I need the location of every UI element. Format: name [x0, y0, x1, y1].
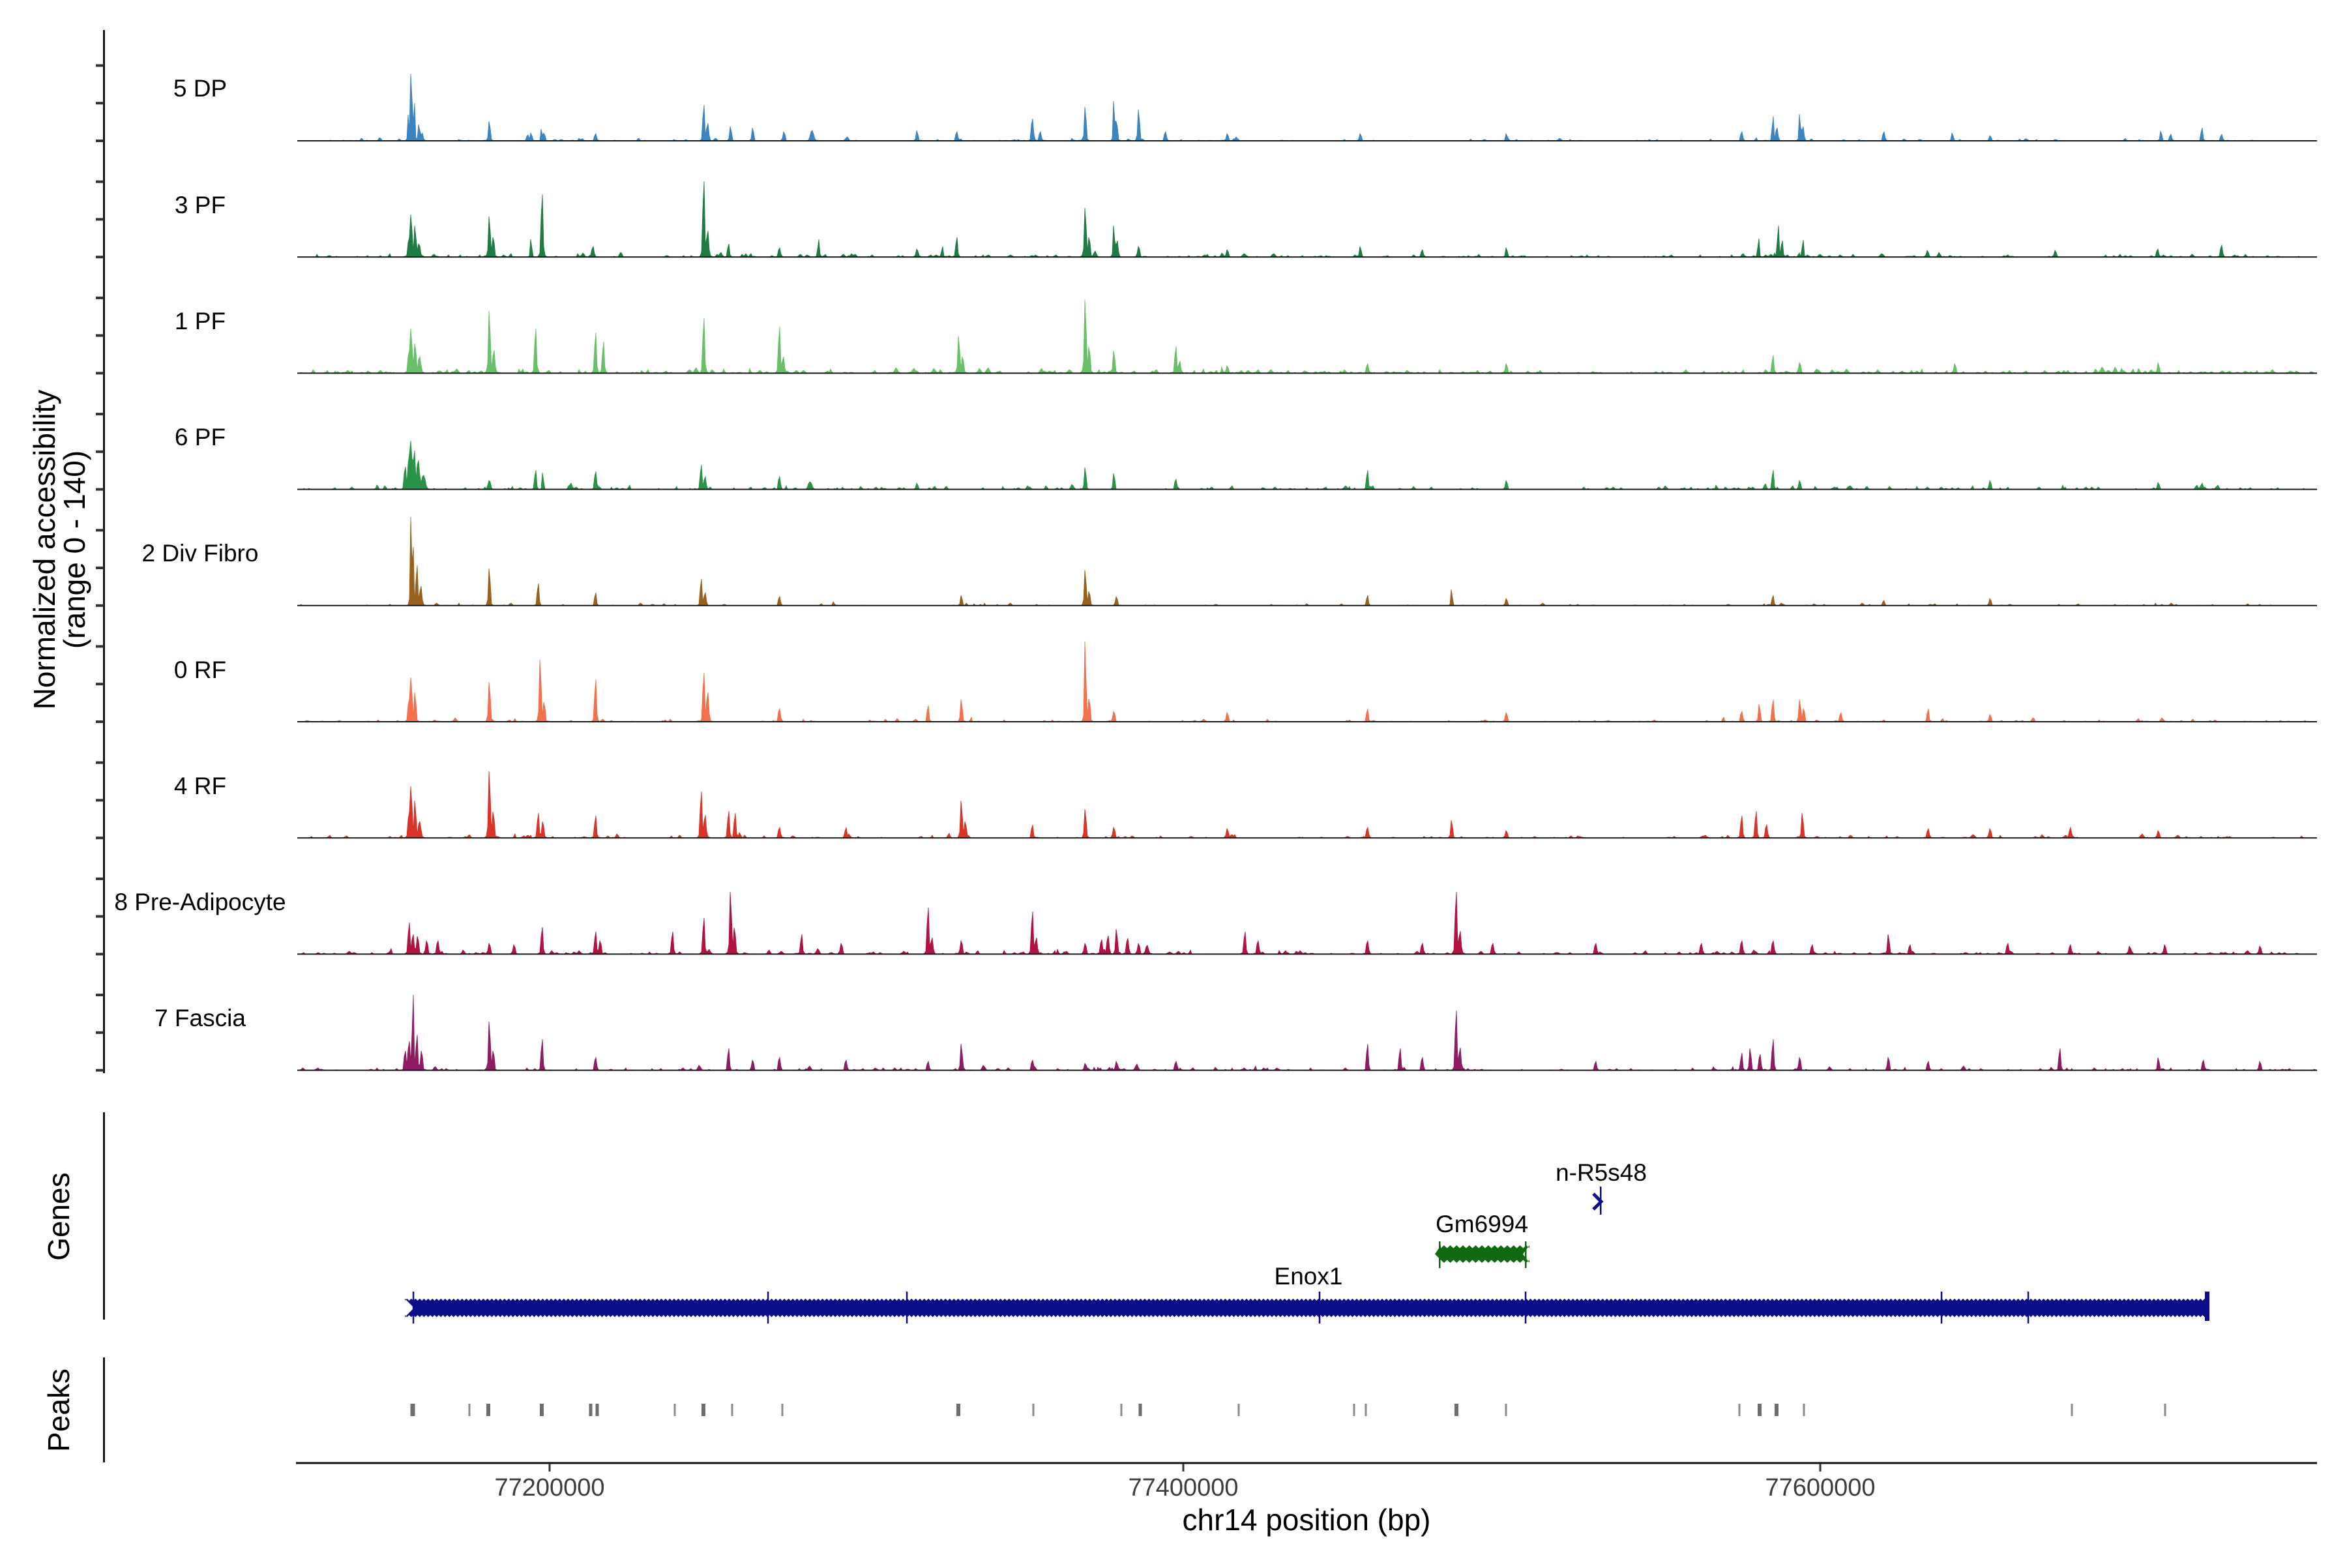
svg-text:3 PF: 3 PF — [175, 192, 226, 218]
svg-text:1 PF: 1 PF — [175, 308, 226, 334]
svg-text:4 RF: 4 RF — [174, 773, 226, 799]
svg-text:6 PF: 6 PF — [175, 424, 226, 451]
svg-text:Enox1: Enox1 — [1275, 1263, 1343, 1290]
svg-text:77200000: 77200000 — [494, 1474, 604, 1501]
svg-text:Genes: Genes — [42, 1172, 76, 1261]
svg-text:77600000: 77600000 — [1765, 1474, 1875, 1501]
svg-text:5 DP: 5 DP — [173, 75, 227, 102]
svg-text:2 Div Fibro: 2 Div Fibro — [142, 540, 259, 567]
svg-text:Normalized accessibility: Normalized accessibility — [27, 390, 61, 710]
svg-text:Peaks: Peaks — [42, 1368, 76, 1452]
svg-text:Gm6994: Gm6994 — [1436, 1211, 1528, 1237]
svg-text:7 Fascia: 7 Fascia — [155, 1005, 246, 1031]
svg-text:n-R5s48: n-R5s48 — [1556, 1159, 1647, 1186]
svg-text:8 Pre-Adipocyte: 8 Pre-Adipocyte — [114, 889, 286, 915]
svg-text:0 RF: 0 RF — [174, 657, 226, 683]
svg-text:chr14 position (bp): chr14 position (bp) — [1183, 1503, 1431, 1537]
svg-text:77400000: 77400000 — [1128, 1474, 1238, 1501]
svg-text:(range 0 - 140): (range 0 - 140) — [57, 451, 91, 649]
